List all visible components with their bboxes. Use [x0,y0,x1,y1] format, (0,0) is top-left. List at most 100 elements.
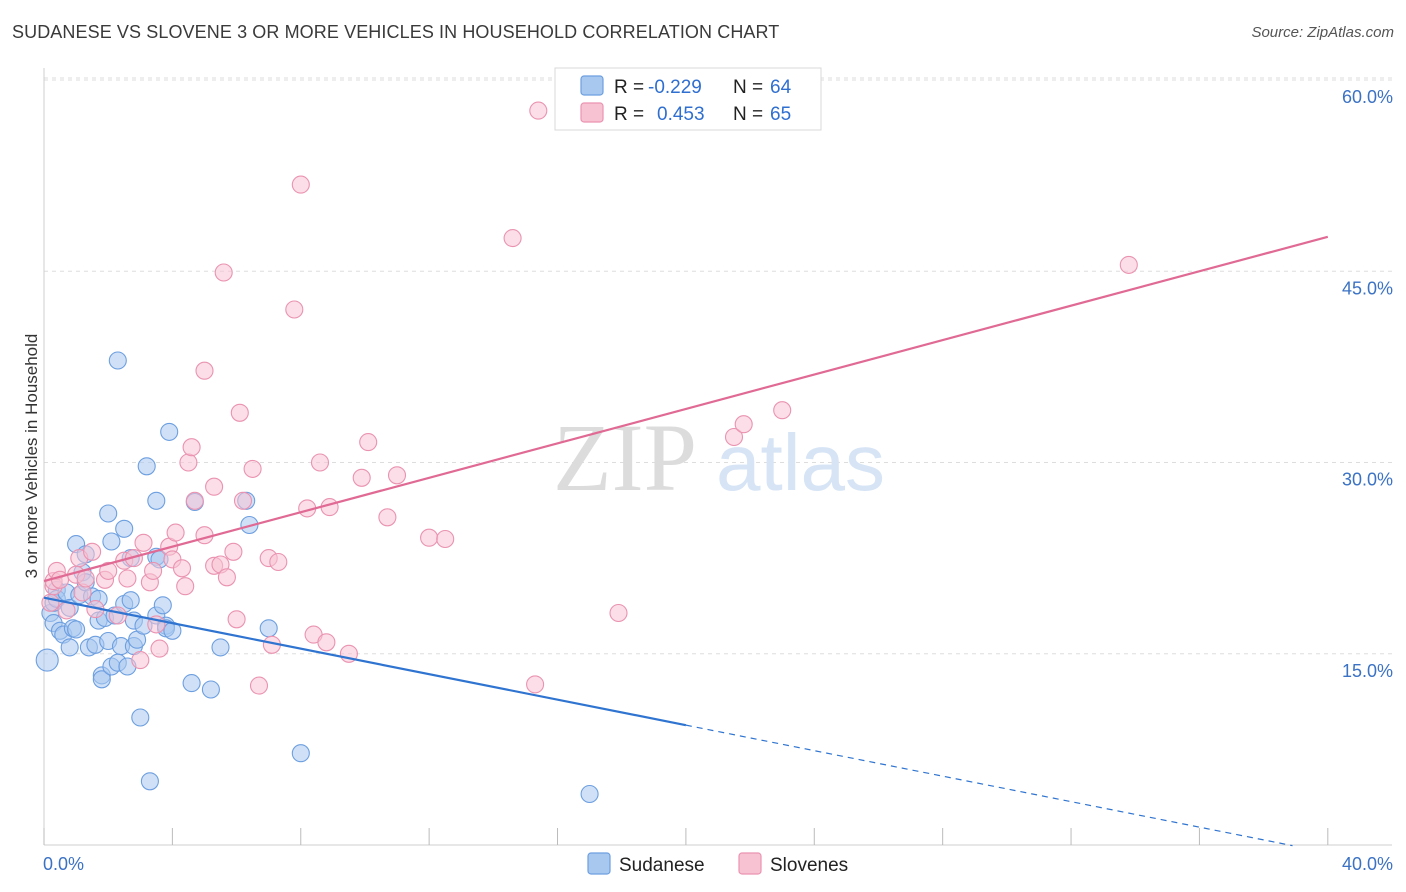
slovenes-point-10 [83,542,102,561]
legend-r-label-2: R = [614,104,644,125]
slovenes-point-44 [249,676,269,695]
slovenes-point-18 [131,651,150,670]
slovenes-point-69 [1119,255,1138,274]
y-tick-label-1: 30.0% [1342,470,1393,490]
slovenes-point-49 [291,175,310,194]
sudanese-point-57 [211,638,230,657]
slovenes-point-32 [195,526,214,545]
axes [43,68,1392,846]
slovenes-point-61 [436,529,455,549]
y-tick-label-3: 60.0% [1342,87,1393,107]
sudanese-point-42 [131,708,150,727]
slovenes-point-47 [269,552,288,572]
sudanese-point-44 [140,772,159,791]
slovenes-point-4 [50,570,70,589]
x-tick-label-0: 0.0% [43,854,84,874]
chart-title: SUDANESE VS SLOVENE 3 OR MORE VEHICLES I… [12,22,780,42]
sudanese-point-43 [137,457,156,476]
sudanese-point-33 [115,519,134,538]
sudanese-point-60 [259,619,278,638]
slovenes-point-21 [144,561,163,580]
slovenes-point-65 [609,603,628,623]
legend-r-label-1: R = [614,77,644,98]
slovenes-point-19 [134,533,153,552]
slovenes-point-33 [195,361,214,380]
sudanese-point-56 [201,680,220,699]
slovenes-point-27 [172,559,192,578]
slovenes-point-36 [205,477,224,496]
slovenes-point-37 [214,263,233,282]
sudanese-point-9 [60,638,79,657]
slovenes-point-52 [310,453,330,472]
sudanese-point-36 [121,591,140,610]
slovenes-point-5 [57,601,76,620]
legend-swatch-sudanese [580,75,604,96]
sudanese-point-52 [160,422,179,441]
sudanese-point-0 [35,648,59,672]
slovenes-trend-line [43,235,1329,583]
bottom-legend-swatch-slovenes [738,852,762,875]
slovenes-point-56 [352,468,371,487]
bottom-legend-label-sudanese: Sudanese [619,855,705,876]
slovenes-point-58 [378,508,397,527]
slovenes-point-48 [285,300,304,319]
slovenes-point-57 [359,433,378,452]
sudanese-point-27 [99,504,118,523]
slovenes-point-67 [734,415,753,434]
slovenes-point-43 [243,459,262,478]
slovenes-point-63 [526,675,545,694]
sudanese-point-39 [108,351,127,370]
y-tick-label-2: 45.0% [1342,278,1393,298]
data-points [35,101,1138,804]
trend-lines [43,235,1329,847]
sudanese-point-46 [147,491,166,510]
slovenes-point-23 [150,639,169,658]
slovenes-point-39 [224,542,243,561]
slovenes-point-38 [217,568,236,587]
legend-n-label-2: N = [733,104,763,125]
sudanese-point-47 [153,596,172,615]
series-legend: Sudanese Slovenes [587,852,848,876]
bottom-legend-swatch-sudanese [587,852,611,875]
legend-n-value-1: 64 [770,77,792,98]
slovenes-point-40 [227,610,246,629]
slovenes-point-13 [99,561,118,580]
sudanese-trend-extension [685,724,1293,847]
source-note: Source: ZipAtlas.com [1251,24,1394,41]
slovenes-point-62 [503,229,522,248]
slovenes-point-66 [724,427,744,447]
sudanese-trend-line [43,596,687,727]
legend-r-value-2: 0.453 [657,104,705,125]
legend-n-value-2: 65 [770,104,791,125]
legend-swatch-slovenes [580,102,604,123]
slovenes-point-14 [108,606,127,625]
bottom-legend-label-slovenes: Slovenes [770,855,848,876]
sudanese-point-54 [182,674,201,693]
slovenes-point-64 [529,101,548,120]
slovenes-point-59 [387,466,407,485]
tick-labels: 15.0% 30.0% 45.0% 60.0% 0.0% 40.0% [43,87,1393,874]
slovenes-point-68 [773,401,792,420]
slovenes-point-16 [118,569,137,588]
grid-lines [44,77,1392,655]
watermark-zip: ZIP [553,404,697,511]
legend-n-label-1: N = [733,77,763,98]
slovenes-point-53 [317,633,336,652]
sudanese-point-24 [92,670,111,689]
legend-r-value-1: -0.229 [648,77,702,98]
sudanese-point-12 [67,620,86,639]
slovenes-point-31 [185,491,204,510]
sudanese-point-62 [580,784,599,804]
slovenes-point-28 [176,577,195,596]
slovenes-point-30 [182,438,201,457]
slovenes-point-41 [230,403,249,422]
slovenes-point-42 [233,491,253,510]
y-tick-label-0: 15.0% [1342,661,1393,681]
y-axis-label: 3 or more Vehicles in Household [22,334,41,579]
sudanese-point-61 [291,744,310,763]
watermark: ZIP atlas [553,404,885,511]
slovenes-point-60 [420,528,439,547]
sudanese-point-29 [102,532,121,551]
slovenes-point-26 [166,523,185,542]
